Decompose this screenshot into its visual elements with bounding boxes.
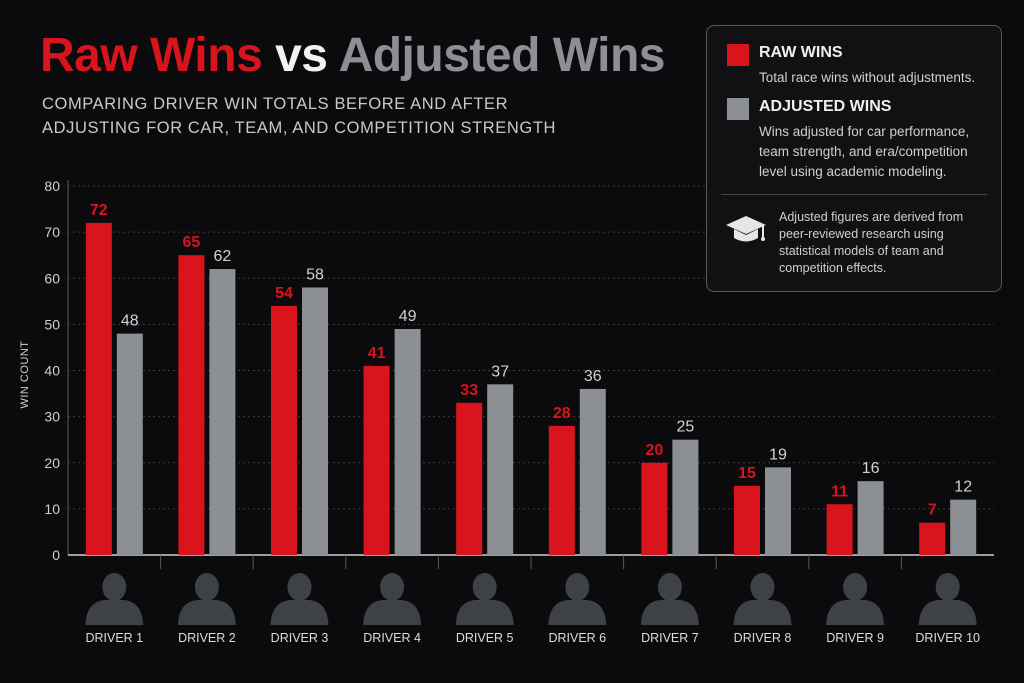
adjusted-wins-data-label: 16: [862, 460, 880, 477]
driver-avatar-icon: [270, 573, 329, 625]
adjusted-wins-bar: [950, 499, 977, 555]
raw-wins-data-label: 15: [738, 465, 756, 482]
adjusted-wins-bar: [672, 439, 699, 555]
legend-divider: [721, 194, 987, 195]
raw-wins-bar: [641, 462, 668, 555]
adjusted-wins-bar: [579, 388, 606, 555]
adjusted-wins-data-label: 25: [677, 419, 695, 436]
x-category-label: DRIVER 9: [826, 631, 884, 645]
raw-wins-bar: [456, 402, 483, 555]
x-category-label: DRIVER 4: [363, 631, 421, 645]
raw-wins-data-label: 72: [90, 202, 108, 219]
adjusted-wins-data-label: 36: [584, 368, 602, 385]
adjusted-wins-data-label: 48: [121, 313, 139, 330]
adjusted-wins-bar: [209, 269, 236, 555]
chart-title: Raw Wins vs Adjusted Wins: [40, 28, 665, 83]
adjusted-wins-data-label: 49: [399, 308, 417, 325]
raw-wins-bar: [363, 365, 390, 555]
adjusted-wins-data-label: 62: [214, 248, 232, 265]
title-vs: vs: [275, 29, 328, 82]
y-tick-label: 20: [44, 455, 60, 471]
x-category-label: DRIVER 8: [734, 631, 792, 645]
raw-wins-bar: [919, 522, 946, 555]
adjusted-wins-bar: [116, 333, 143, 555]
legend-raw-title: RAW WINS: [759, 44, 843, 61]
driver-avatar-icon: [363, 573, 422, 625]
x-category-label: DRIVER 6: [548, 631, 606, 645]
y-tick-label: 50: [44, 316, 60, 332]
raw-wins-data-label: 7: [928, 502, 937, 519]
legend: RAW WINS Total race wins without adjustm…: [706, 25, 1002, 292]
chart-subtitle: COMPARING DRIVER WIN TOTALS BEFORE AND A…: [42, 95, 557, 137]
x-category-label: DRIVER 3: [271, 631, 329, 645]
raw-wins-bar: [548, 425, 575, 555]
x-category-label: DRIVER 10: [915, 631, 980, 645]
legend-adjusted-description: Wins adjusted for car performance, team …: [759, 124, 970, 179]
graduation-cap-icon: [726, 216, 766, 242]
driver-avatar-icon: [640, 573, 699, 625]
raw-wins-bar: [734, 485, 760, 555]
y-tick-label: 30: [44, 409, 60, 425]
adjusted-wins-bar: [394, 328, 421, 555]
y-tick-label: 10: [44, 501, 60, 517]
adjusted-wins-data-label: 19: [769, 446, 787, 463]
raw-wins-bar: [271, 305, 297, 555]
adjusted-wins-data-label: 12: [954, 479, 972, 496]
raw-wins-data-label: 54: [275, 285, 293, 302]
y-tick-label: 40: [44, 363, 60, 379]
raw-wins-data-label: 41: [368, 345, 386, 362]
adjusted-wins-bar: [857, 481, 884, 555]
x-category-label: DRIVER 5: [456, 631, 514, 645]
legend-raw-description: Total race wins without adjustments.: [759, 70, 976, 85]
title-raw-wins: Raw Wins: [40, 29, 263, 82]
adjusted-wins-data-label: 58: [306, 266, 324, 283]
title-adjusted-wins: Adjusted Wins: [338, 29, 666, 82]
legend-swatch-adjusted: [727, 98, 749, 120]
adjusted-wins-data-label: 37: [491, 363, 509, 380]
adjusted-wins-bar: [487, 384, 514, 555]
adjusted-wins-bar: [302, 287, 328, 555]
raw-wins-bar: [85, 222, 112, 555]
y-axis-label: WIN COUNT: [19, 340, 31, 408]
driver-avatar-icon: [826, 573, 885, 625]
driver-avatar-icon: [455, 573, 514, 625]
x-category-label: DRIVER 7: [641, 631, 699, 645]
driver-avatar-icon: [85, 573, 144, 625]
y-tick-label: 0: [52, 547, 60, 563]
driver-avatar-icon: [733, 573, 792, 625]
x-category-label: DRIVER 1: [85, 631, 143, 645]
y-tick-label: 60: [44, 270, 60, 286]
raw-wins-data-label: 20: [646, 442, 664, 459]
raw-wins-data-label: 65: [183, 234, 201, 251]
y-tick-label: 80: [44, 178, 60, 194]
driver-avatar-icon: [918, 573, 977, 625]
raw-wins-bar: [178, 255, 205, 555]
driver-avatar-icon: [177, 573, 236, 625]
legend-swatch-raw: [727, 44, 749, 66]
adjusted-wins-bar: [765, 467, 791, 555]
y-tick-label: 70: [44, 224, 60, 240]
legend-note: Adjusted figures are derived from peer-r…: [779, 210, 964, 275]
driver-avatar-icon: [548, 573, 607, 625]
raw-wins-data-label: 28: [553, 405, 571, 422]
x-category-label: DRIVER 2: [178, 631, 236, 645]
raw-wins-bar: [826, 504, 853, 555]
raw-wins-data-label: 11: [831, 483, 848, 500]
raw-wins-data-label: 33: [460, 382, 478, 399]
legend-adjusted-title: ADJUSTED WINS: [759, 98, 892, 115]
